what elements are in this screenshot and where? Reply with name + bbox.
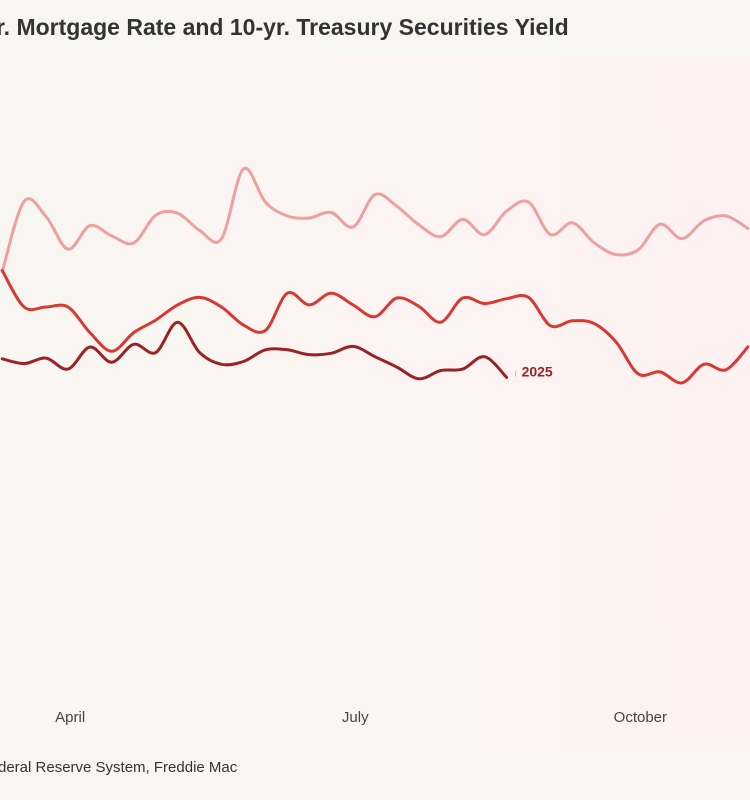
source-note: deral Reserve System, Freddie Mac (0, 759, 238, 776)
x-tick-label-2: July (342, 709, 369, 726)
series-label-3: 2025 (522, 363, 553, 379)
plot-background (0, 60, 750, 750)
chart-title: r. Mortgage Rate and 10-yr. Treasury Sec… (0, 14, 569, 40)
series-line-3 (0, 320, 509, 381)
x-tick-label-3: October (614, 709, 667, 726)
x-tick-label-1: April (55, 709, 85, 726)
series-line-2 (0, 268, 750, 385)
series-line-1 (0, 166, 750, 274)
